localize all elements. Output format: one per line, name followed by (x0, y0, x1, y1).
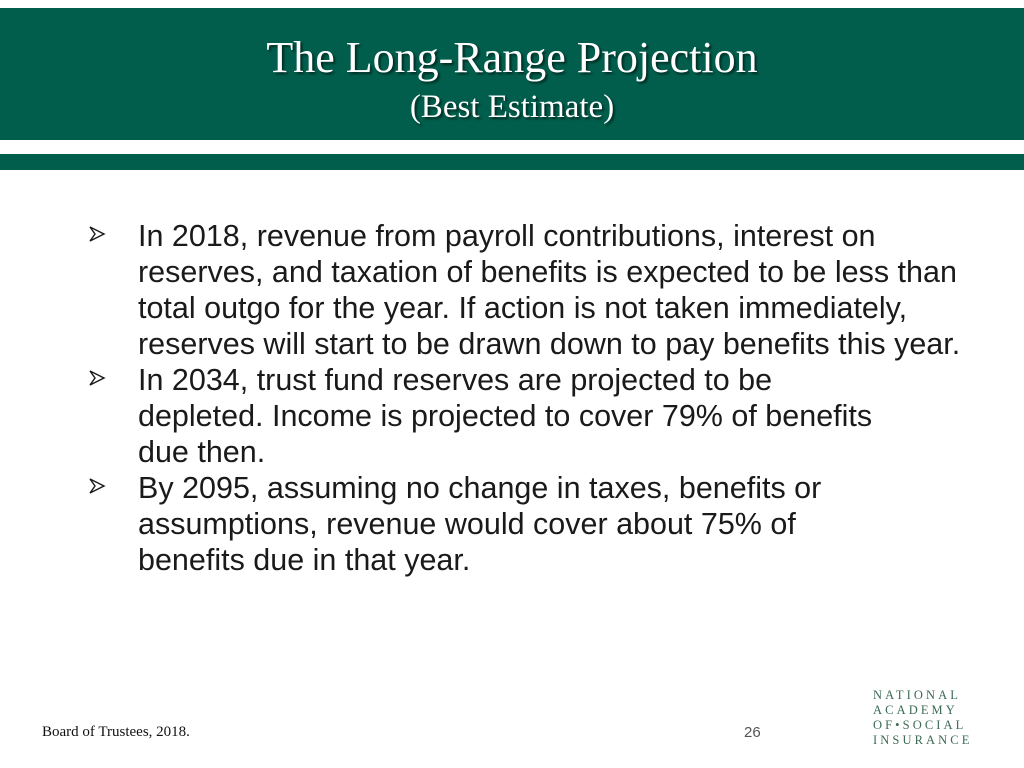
slide-title: The Long-Range Projection (266, 33, 758, 82)
logo-line-4: INSURANCE (873, 733, 973, 747)
bullet-item: In 2018, revenue from payroll contributi… (88, 218, 998, 362)
bullet-item: In 2034, trust fund reserves are project… (88, 362, 998, 470)
bullet-text: In 2034, trust fund reserves are project… (138, 363, 873, 469)
source-citation: Board of Trustees, 2018. (42, 724, 190, 740)
nasi-logo: NATIONAL ACADEMY OF•SOCIAL INSURANCE (873, 688, 973, 748)
arrow-bullet-icon (89, 226, 106, 242)
logo-line-3: OF•SOCIAL (873, 718, 967, 732)
header-divider-gap (0, 140, 1024, 154)
logo-line-2: ACADEMY (873, 703, 958, 717)
top-white-strip (0, 0, 1024, 8)
bullet-text: In 2018, revenue from payroll contributi… (138, 219, 961, 361)
arrow-bullet-icon (89, 370, 106, 386)
slide-header: The Long-Range Projection (Best Estimate… (0, 8, 1024, 140)
header-accent-band (0, 154, 1024, 170)
bullet-item: By 2095, assuming no change in taxes, be… (88, 470, 998, 578)
logo-line-1: NATIONAL (873, 688, 961, 702)
bullet-text: By 2095, assuming no change in taxes, be… (138, 471, 822, 577)
page-number: 26 (744, 724, 761, 741)
bullet-list: In 2018, revenue from payroll contributi… (88, 218, 998, 578)
arrow-bullet-icon (89, 478, 106, 494)
slide-subtitle: (Best Estimate) (409, 89, 615, 125)
